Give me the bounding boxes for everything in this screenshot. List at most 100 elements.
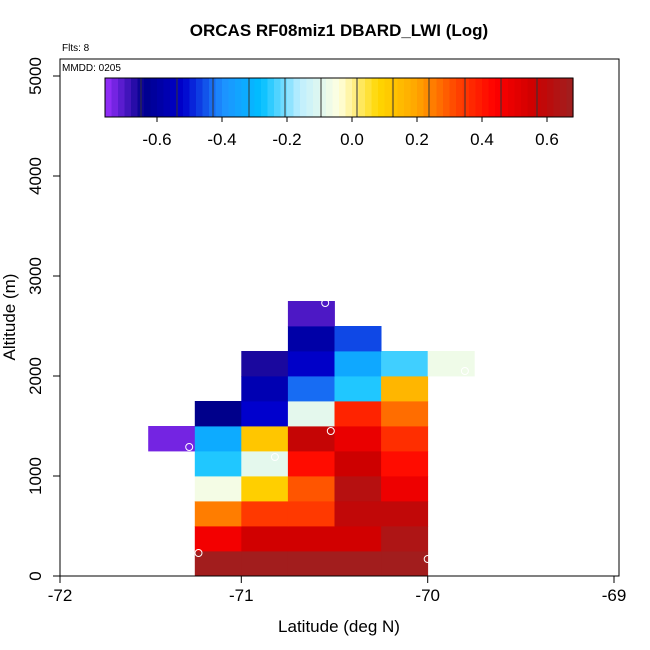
heatmap-cell: [241, 376, 289, 402]
x-tick-label: -72: [48, 586, 73, 605]
colorbar-swatch: [352, 78, 360, 117]
colorbar-swatch: [371, 78, 379, 117]
colorbar-swatch: [566, 78, 574, 117]
y-tick-label: 5000: [26, 57, 45, 95]
heatmap-cell: [287, 376, 335, 402]
heatmap-cell: [334, 526, 382, 552]
heatmap-cell: [287, 301, 335, 327]
heatmap-cell: [148, 426, 196, 452]
heatmap-cell: [287, 526, 335, 552]
colorbar-swatch: [189, 78, 197, 117]
colorbar-tick-label: 0.6: [535, 130, 559, 149]
colorbar-swatch: [391, 78, 399, 117]
flight-marker: [270, 453, 279, 461]
flight-marker: [460, 367, 469, 375]
heatmap-cell: [241, 526, 289, 552]
colorbar-swatch: [131, 78, 139, 117]
y-axis-label: Altitude (m): [0, 274, 19, 361]
chart-title: ORCAS RF08miz1 DBARD_LWI (Log): [190, 21, 488, 40]
colorbar-swatch: [462, 78, 470, 117]
y-tick-label: 4000: [26, 157, 45, 195]
x-tick-label: -70: [415, 586, 440, 605]
colorbar-swatch: [345, 78, 353, 117]
heatmap-cell: [287, 351, 335, 377]
colorbar-tick-label: 0.2: [405, 130, 429, 149]
heatmap-cell: [381, 351, 429, 377]
heatmap-cell: [381, 451, 429, 477]
colorbar-swatch: [404, 78, 412, 117]
heatmap-cell: [194, 526, 242, 552]
colorbar-swatch: [274, 78, 282, 117]
colorbar-frame: [104, 77, 574, 118]
colorbar-swatch: [417, 78, 425, 117]
colorbar-swatch: [124, 78, 132, 117]
colorbar-swatch: [508, 78, 516, 117]
heatmap-cells: [148, 301, 475, 577]
colorbar-swatch: [501, 78, 509, 117]
heatmap-cell: [241, 501, 289, 527]
colorbar-swatch: [456, 78, 464, 117]
heatmap-cell: [241, 426, 289, 452]
heatmap-cell: [381, 526, 429, 552]
heatmap-cell: [287, 451, 335, 477]
heatmap-cell: [381, 501, 429, 527]
colorbar-swatch: [170, 78, 178, 117]
colorbar-swatch: [306, 78, 314, 117]
colorbar-swatch: [339, 78, 347, 117]
flight-marker: [326, 427, 335, 435]
colorbar-swatch: [521, 78, 529, 117]
colorbar-swatch: [449, 78, 457, 117]
heatmap-cell: [241, 401, 289, 427]
colorbar-tick-label: 0.0: [340, 130, 364, 149]
colorbar-tick-label: 0.4: [470, 130, 494, 149]
y-tick-label: 2000: [26, 357, 45, 395]
colorbar-swatch: [202, 78, 210, 117]
heatmap-cell: [194, 501, 242, 527]
colorbar-swatch: [157, 78, 165, 117]
colorbar-swatch: [163, 78, 171, 117]
colorbar-swatch: [378, 78, 386, 117]
colorbar-swatch: [410, 78, 418, 117]
colorbar-swatch: [527, 78, 535, 117]
heatmap-cell: [381, 401, 429, 427]
colorbar-swatch: [228, 78, 236, 117]
y-tick-label: 0: [26, 571, 45, 580]
flight-marker: [185, 443, 194, 451]
colorbar-swatch: [183, 78, 191, 117]
heatmap-cell: [194, 401, 242, 427]
colorbar-swatch: [488, 78, 496, 117]
colorbar-swatch: [547, 78, 555, 117]
heatmap-cell: [287, 401, 335, 427]
x-tick-label: -69: [602, 586, 627, 605]
y-tick-label: 1000: [26, 457, 45, 495]
heatmap-cell: [427, 351, 475, 377]
colorbar-swatch: [254, 78, 262, 117]
heatmap-cell: [287, 476, 335, 502]
flights-annotation: Flts: 8: [62, 43, 90, 54]
colorbar-swatch: [261, 78, 269, 117]
colorbar-tick-label: -0.6: [142, 130, 171, 149]
colorbar-swatch: [111, 78, 119, 117]
colorbar-swatch: [358, 78, 366, 117]
colorbar-swatch: [443, 78, 451, 117]
colorbar-swatch: [319, 78, 327, 117]
colorbar-tick-label: -0.4: [207, 130, 236, 149]
colorbar: -0.6 -0.4 -0.2 0.0 0.2 0.4 0.6: [104, 77, 574, 149]
heatmap-cell: [334, 326, 382, 352]
heatmap-cell: [381, 476, 429, 502]
heatmap-cell: [287, 326, 335, 352]
heatmap-cell: [381, 551, 429, 577]
colorbar-swatch: [267, 78, 275, 117]
colorbar-swatch: [293, 78, 301, 117]
colorbar-swatch: [540, 78, 548, 117]
colorbar-swatch: [560, 78, 568, 117]
colorbar-swatch: [241, 78, 249, 117]
colorbar-swatch: [300, 78, 308, 117]
flight-marker: [423, 555, 432, 563]
colorbar-swatch: [475, 78, 483, 117]
heatmap-cell: [287, 551, 335, 577]
colorbar-swatch: [495, 78, 503, 117]
colorbar-swatch: [397, 78, 405, 117]
heatmap-cell: [381, 376, 429, 402]
heatmap-cell: [334, 426, 382, 452]
